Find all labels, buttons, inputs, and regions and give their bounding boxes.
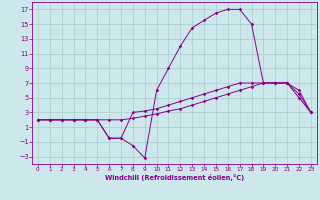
- X-axis label: Windchill (Refroidissement éolien,°C): Windchill (Refroidissement éolien,°C): [105, 174, 244, 181]
